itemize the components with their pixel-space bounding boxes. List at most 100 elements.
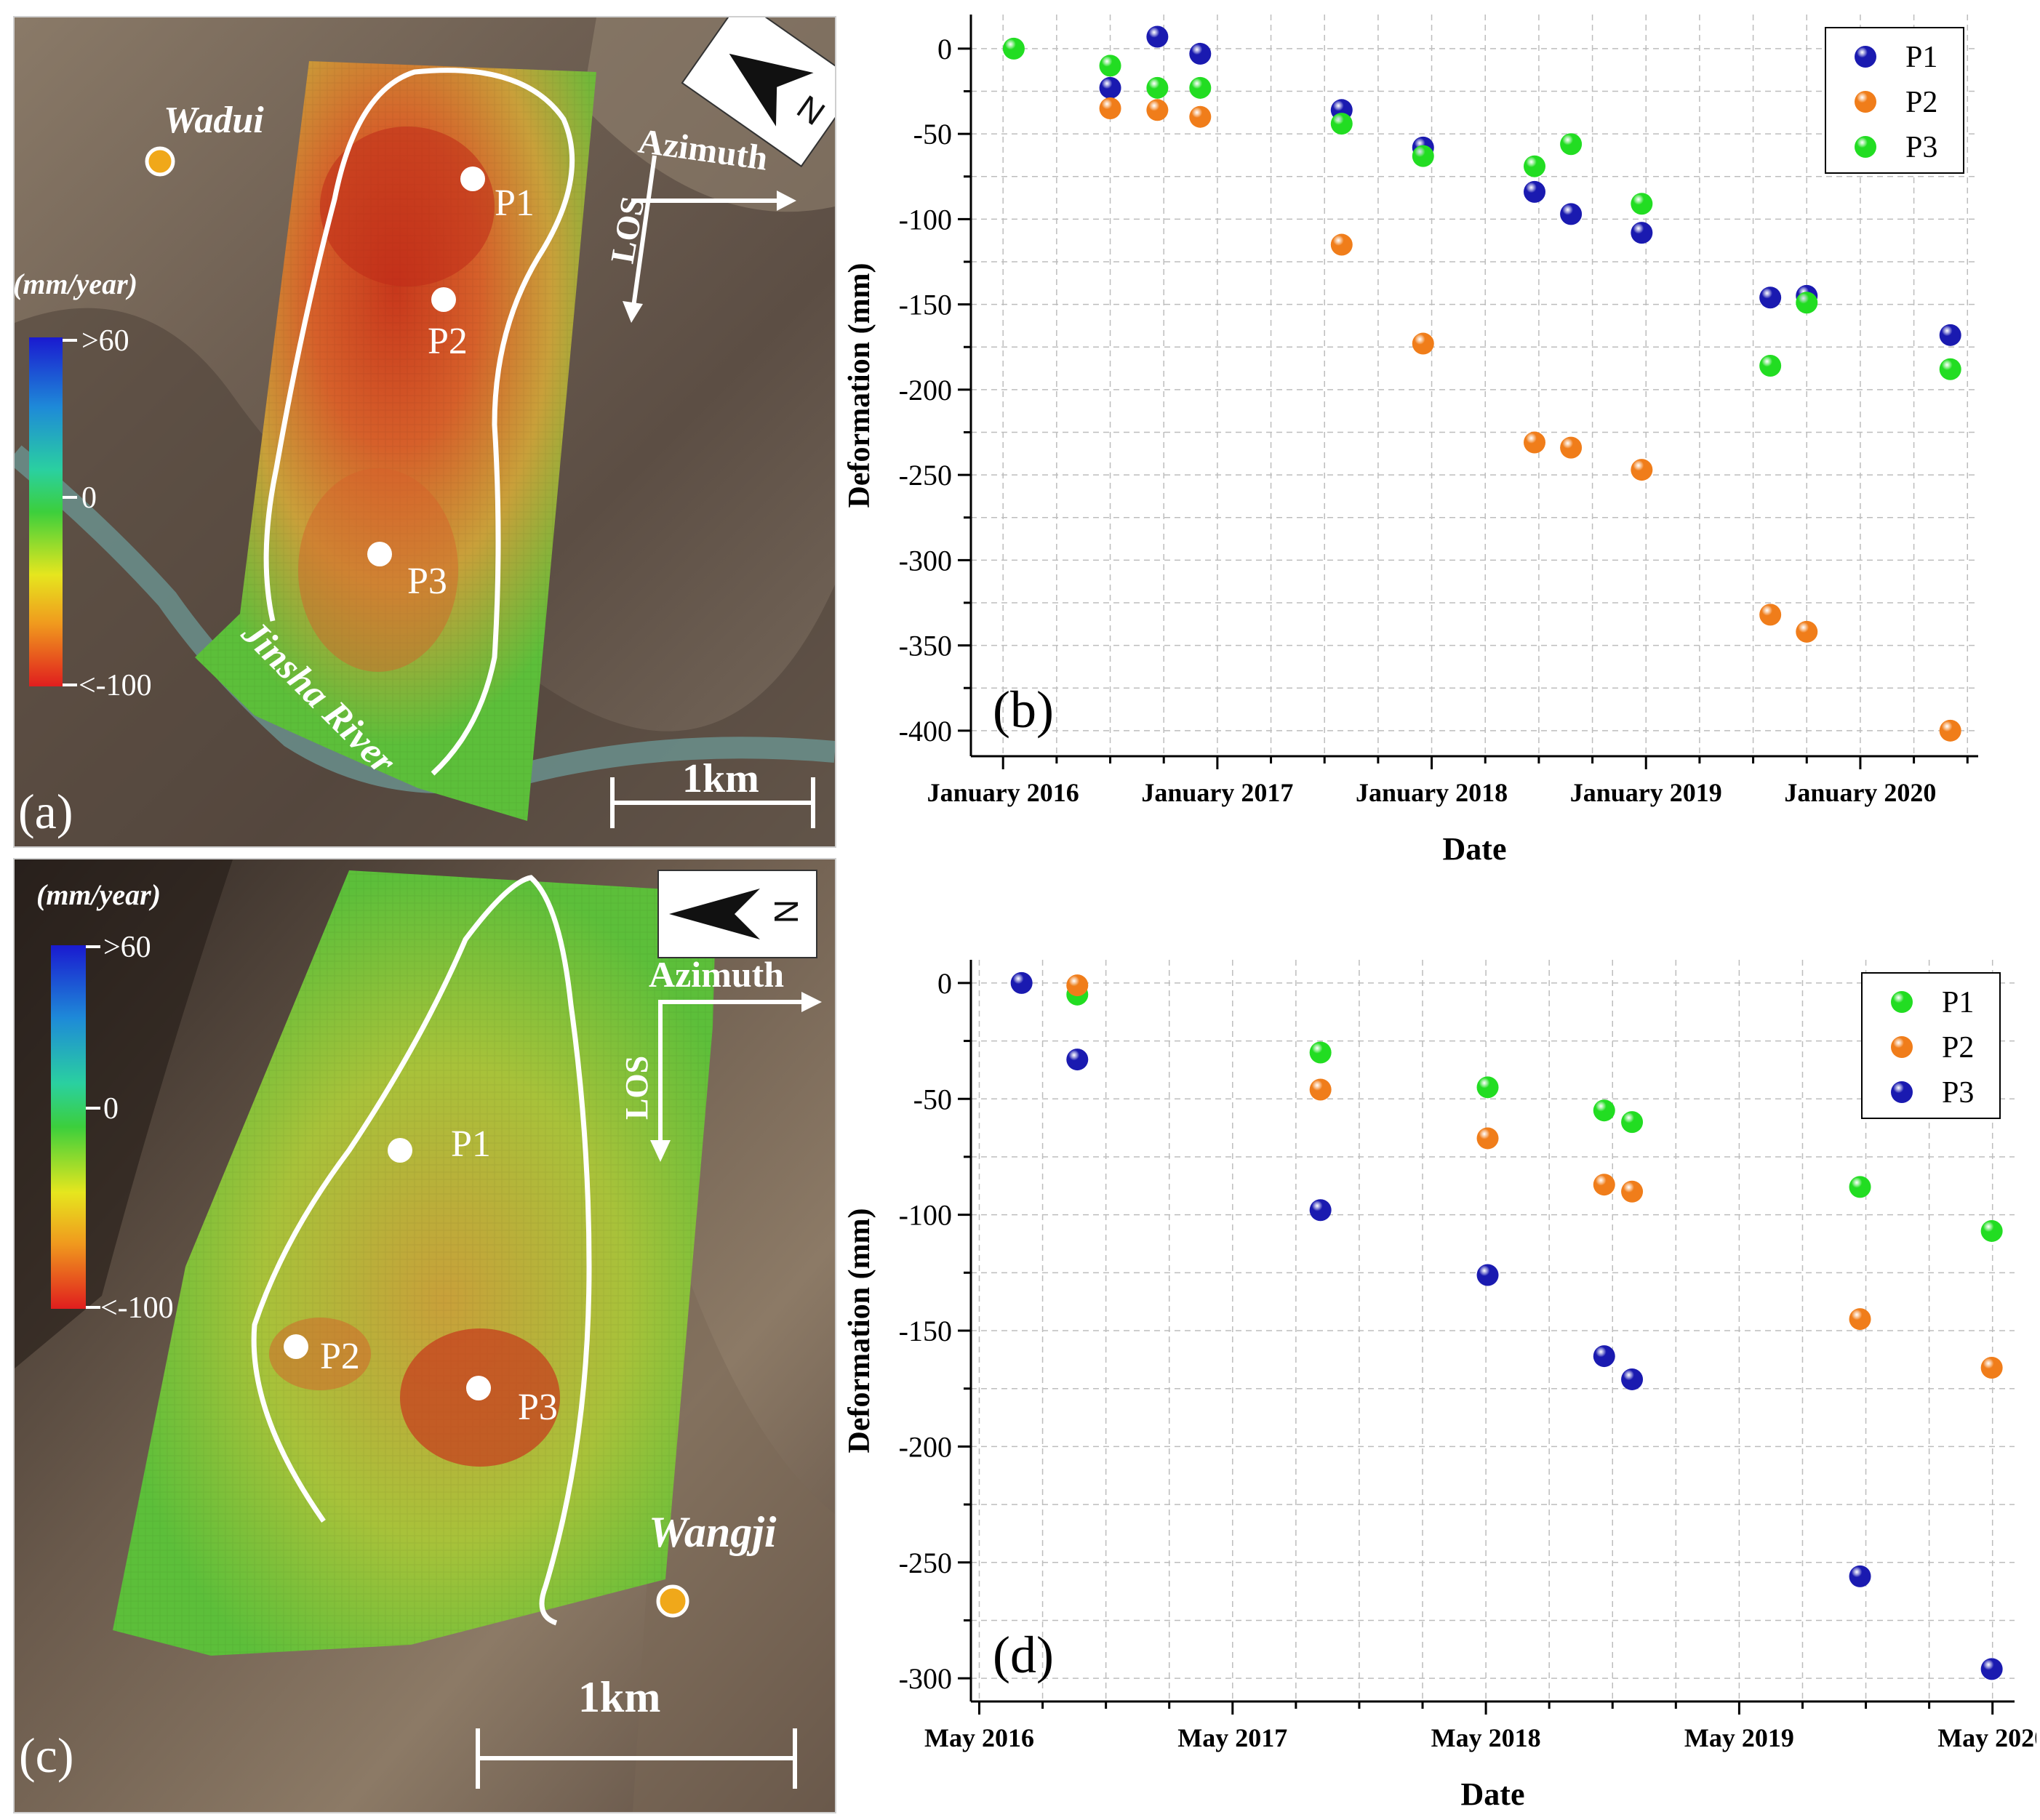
chart-d: 0 -50 -100 -150 -200 -250 -300 May 2016 May 2017…: [843, 960, 2036, 1812]
x-tick-label: January 2018: [1356, 778, 1508, 807]
los-arrowhead: [623, 301, 643, 323]
x-tick-label: May 2017: [1177, 1723, 1287, 1752]
point-p1-label: P1: [495, 183, 535, 224]
village-label: Wangji: [649, 1508, 777, 1556]
north-arrow: N: [681, 17, 835, 168]
scale-bar-label: 1km: [578, 1673, 660, 1721]
colorbar-max-label: >60: [103, 931, 151, 964]
y-tick-label: -150: [899, 1315, 952, 1347]
data-point-p1: [1560, 203, 1583, 225]
y-tick-label: -150: [899, 289, 952, 321]
data-point-p1: [1593, 1099, 1615, 1122]
colorbar: [51, 945, 86, 1309]
data-point-p3: [1099, 55, 1121, 77]
map-c-canvas: (mm/year) >60 0 <-100 P1 P2 P3 Wangji N …: [15, 859, 835, 1812]
village-marker: [656, 1584, 689, 1618]
legend-label-p1: P1: [1942, 986, 1974, 1019]
data-point-p3: [1560, 133, 1583, 156]
chart-b: 0 -50 -100 -150 -200 -250 -300 -350 -400 January …: [843, 15, 1978, 865]
colorbar-min-label: <-100: [79, 669, 152, 702]
colorbar-max-label: >60: [81, 324, 129, 358]
data-point-p1: [1309, 1041, 1332, 1064]
mountain-ridge: [15, 308, 835, 846]
legend-label-p2: P2: [1905, 86, 1937, 119]
legend-marker-p1: [1891, 991, 1913, 1013]
north-label: N: [767, 899, 805, 923]
panel-label: (d): [993, 1626, 1054, 1684]
legend-label-p1: P1: [1905, 41, 1937, 74]
data-point-p2: [1631, 459, 1653, 481]
data-point-p2: [1524, 431, 1546, 454]
legend-box: [1825, 27, 1964, 174]
point-p2-label: P2: [320, 1336, 360, 1377]
data-point-p1: [1524, 180, 1546, 203]
data-point-p1: [1980, 1219, 2003, 1242]
colorbar-unit: (mm/year): [36, 878, 161, 911]
data-point-p3: [1796, 292, 1818, 314]
data-point-p1: [1939, 324, 1961, 346]
deformation-core: [320, 127, 495, 286]
x-tick-label: January 2019: [1570, 778, 1722, 807]
y-tick-label: -250: [899, 1547, 952, 1579]
point-p1-marker: [388, 1138, 412, 1163]
data-point-p2: [1330, 233, 1353, 256]
data-point-p3: [1412, 145, 1434, 167]
azimuth-label: Azimuth: [649, 954, 784, 995]
y-tick-label: -100: [899, 1199, 952, 1232]
y-tick-label: -250: [899, 459, 952, 492]
scale-bar-label: 1km: [682, 756, 759, 801]
data-point-p1: [1476, 1076, 1499, 1099]
deformation-secondary: [298, 468, 458, 672]
data-point-p3: [1146, 76, 1169, 99]
y-tick-label: 0: [937, 33, 952, 65]
legend-marker-p2: [1891, 1036, 1913, 1058]
data-point-p2: [1759, 604, 1782, 626]
x-tick-label: January 2016: [927, 778, 1079, 807]
y-axis-label: Deformation (mm): [843, 1208, 876, 1453]
x-tick-label: May 2016: [924, 1723, 1034, 1752]
point-p3-label: P3: [518, 1387, 558, 1428]
colorbar-mid-label: 0: [81, 481, 97, 515]
legend-label-p2: P2: [1942, 1031, 1974, 1065]
data-point-p2: [1146, 99, 1169, 121]
data-point-p3: [1524, 155, 1546, 177]
data-point-p2: [1476, 1127, 1499, 1150]
data-point-p1: [1099, 76, 1121, 99]
legend-marker-p1: [1855, 46, 1876, 68]
y-tick-label: -200: [899, 374, 952, 406]
data-point-p2: [1099, 97, 1121, 119]
data-point-p1: [1849, 1176, 1871, 1198]
colorbar: [29, 337, 63, 686]
y-tick-label: -200: [899, 1430, 952, 1463]
map-a-canvas: (mm/year) >60 0 <-100 Wadui P1 P2 P3 Jin…: [15, 17, 835, 846]
data-point-p2: [1849, 1308, 1871, 1331]
data-point-p2: [1309, 1078, 1332, 1101]
data-point-p3: [1621, 1368, 1644, 1390]
data-point-p2: [1189, 105, 1212, 128]
colorbar-min-label: <-100: [100, 1291, 174, 1325]
x-axis-label: Date: [1461, 1776, 1525, 1812]
legend-label-p3: P3: [1905, 131, 1937, 164]
data-point-p3: [1002, 37, 1025, 60]
data-point-p1: [1631, 222, 1653, 244]
y-tick-label: -100: [899, 203, 952, 236]
map-panel-a: (mm/year) >60 0 <-100 Wadui P1 P2 P3 Jin…: [13, 16, 836, 848]
x-axis-label: Date: [1443, 831, 1507, 865]
village-marker: [145, 146, 175, 177]
x-tick-label: January 2017: [1141, 778, 1293, 807]
data-point-p3: [1593, 1345, 1615, 1368]
river: [15, 445, 835, 794]
data-point-p3: [1010, 971, 1033, 994]
colorbar-unit: (mm/year): [15, 268, 137, 300]
point-p2-marker: [431, 287, 456, 312]
y-tick-label: -50: [913, 118, 952, 151]
panel-label-a: (a): [18, 784, 73, 839]
legend-marker-p2: [1855, 91, 1876, 113]
data-point-p1: [1621, 1111, 1644, 1134]
data-point-p2: [1939, 719, 1961, 742]
y-tick-label: -300: [899, 544, 952, 577]
point-p3-label: P3: [407, 561, 447, 602]
point-p3-marker: [367, 542, 392, 566]
data-point-p3: [1189, 76, 1212, 99]
data-point-p3: [1631, 193, 1653, 215]
